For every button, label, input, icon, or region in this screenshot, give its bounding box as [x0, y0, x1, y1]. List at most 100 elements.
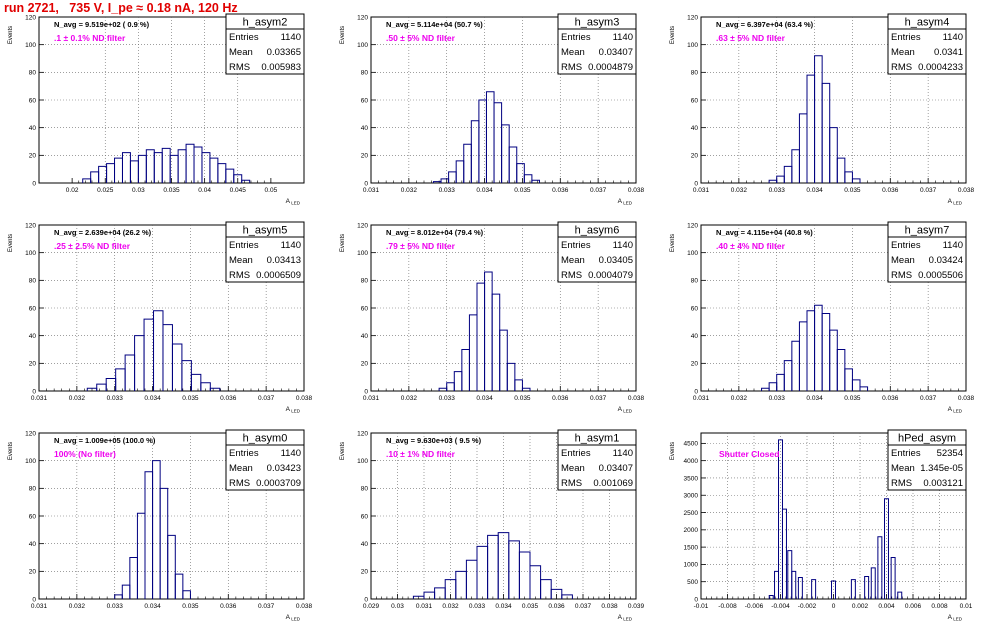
- stats-box: [887, 13, 967, 75]
- x-tick-label: 0.04: [198, 187, 211, 194]
- x-tick-label: 0.036: [882, 395, 899, 402]
- x-axis-title: A LED: [618, 406, 633, 414]
- y-tick-label: 100: [687, 250, 698, 257]
- histogram-bin: [129, 557, 138, 599]
- x-tick-label: 0.035: [844, 395, 861, 402]
- navg-label: N_avg = 6.397e+04 (63.4 %): [716, 20, 814, 29]
- filter-label: .1 ± 0.1% ND filter: [54, 33, 126, 43]
- y-tick-label: 0: [32, 596, 36, 603]
- histogram-bin: [484, 271, 493, 391]
- y-tick-label: 80: [691, 278, 699, 285]
- x-tick-label: 0.031: [693, 395, 710, 402]
- y-tick-label: 60: [29, 513, 37, 520]
- y-tick-label: 100: [357, 458, 368, 465]
- y-tick-label: 40: [29, 125, 37, 132]
- histogram-bin: [144, 471, 154, 599]
- histogram-bin: [143, 318, 155, 391]
- x-tick-label: 0.033: [107, 603, 124, 610]
- histogram-bin: [501, 124, 510, 183]
- histogram-bin: [129, 160, 139, 183]
- stats-box: [887, 221, 967, 283]
- histogram-bin: [768, 595, 774, 599]
- stats-label: Mean: [229, 463, 253, 474]
- x-tick-label: 0.037: [920, 187, 937, 194]
- y-tick-label: 120: [25, 14, 36, 21]
- y-tick-label: 0: [364, 388, 368, 395]
- histogram-bin: [453, 371, 463, 391]
- x-tick-label: 0.031: [416, 603, 433, 610]
- histogram-bin: [455, 570, 467, 599]
- y-axis-title: Events: [340, 234, 346, 252]
- histogram-bin: [776, 175, 785, 183]
- stats-value: 0.03365: [267, 47, 301, 58]
- x-tick-label: 0.033: [439, 395, 456, 402]
- navg-label: N_avg = 4.115e+04 (40.8 %): [716, 228, 813, 237]
- y-tick-label: 120: [357, 222, 368, 229]
- y-tick-label: 120: [357, 14, 368, 21]
- histogram-name: h_asym4: [905, 17, 950, 29]
- histogram-bin: [241, 179, 251, 183]
- stats-value: 0.03407: [599, 47, 633, 58]
- histogram-bin: [448, 171, 457, 183]
- histogram-bin: [814, 55, 823, 183]
- navg-label: N_avg = 5.114e+04 (50.7 %): [386, 20, 483, 29]
- stats-label: RMS: [229, 62, 250, 73]
- histogram-bin: [776, 373, 785, 391]
- navg-label: N_avg = 9.519e+02 ( 0.9 %): [54, 20, 150, 29]
- histogram-bin: [798, 321, 808, 391]
- histogram-h_asym0: 0.031 0.032 0.033 0.034 0.035 0.036 0.037 0.038…: [8, 429, 313, 622]
- x-axis-title: A LED: [618, 614, 633, 622]
- x-tick-label: 0.039: [628, 603, 645, 610]
- histogram-bin: [465, 559, 478, 599]
- x-tick-label: 0.032: [442, 603, 459, 610]
- y-tick-label: 100: [357, 42, 368, 49]
- y-tick-label: 4000: [684, 458, 699, 465]
- x-tick-label: -0.004: [771, 603, 790, 610]
- histogram-bin: [791, 149, 800, 183]
- histogram-h_asym4: 0.031 0.032 0.033 0.034 0.035 0.036 0.037 0.038…: [670, 13, 975, 206]
- histogram-bin: [797, 577, 803, 599]
- stats-label: RMS: [561, 62, 582, 73]
- y-tick-label: 120: [357, 430, 368, 437]
- histogram-h_asym7: 0.031 0.032 0.033 0.034 0.035 0.036 0.037 0.038…: [670, 221, 975, 414]
- histogram-bin: [124, 354, 136, 391]
- y-tick-label: 40: [691, 125, 699, 132]
- y-axis-title: Events: [670, 442, 676, 460]
- y-tick-label: 100: [687, 42, 698, 49]
- stats-label: RMS: [561, 270, 582, 281]
- histogram-bin: [851, 178, 861, 183]
- stats-box: [225, 429, 305, 491]
- histogram-bin: [182, 590, 191, 599]
- histogram-bin: [791, 570, 797, 599]
- y-tick-label: 40: [361, 125, 369, 132]
- y-tick-label: 80: [361, 278, 369, 285]
- y-tick-label: 100: [25, 42, 36, 49]
- y-tick-label: 80: [29, 278, 37, 285]
- histogram-bin: [478, 99, 487, 183]
- histogram-bin: [518, 551, 531, 599]
- histogram-name: h_asym7: [905, 225, 950, 237]
- y-tick-label: 20: [29, 361, 37, 368]
- histogram-bin: [461, 349, 470, 391]
- stats-box: [225, 13, 305, 75]
- y-tick-label: 120: [25, 222, 36, 229]
- histogram-bin: [153, 310, 164, 391]
- x-tick-label: 0.006: [905, 603, 922, 610]
- stats-value: 1140: [943, 240, 963, 251]
- stats-value: 1140: [281, 448, 301, 459]
- x-tick-label: 0.033: [107, 395, 124, 402]
- stats-value: 0.03413: [267, 255, 301, 266]
- stats-box: [557, 13, 637, 75]
- x-tick-label: 0.031: [31, 395, 48, 402]
- histogram-bin: [446, 382, 455, 391]
- x-tick-label: -0.01: [694, 603, 709, 610]
- y-tick-label: 60: [691, 97, 699, 104]
- x-tick-label: 0.031: [693, 187, 710, 194]
- y-tick-label: 120: [25, 430, 36, 437]
- y-tick-label: 3500: [684, 475, 699, 482]
- y-tick-label: 0: [32, 180, 36, 187]
- histogram-bin: [791, 340, 800, 391]
- histogram-bin: [508, 540, 520, 599]
- histogram-bin: [468, 314, 478, 391]
- y-tick-label: 100: [25, 458, 36, 465]
